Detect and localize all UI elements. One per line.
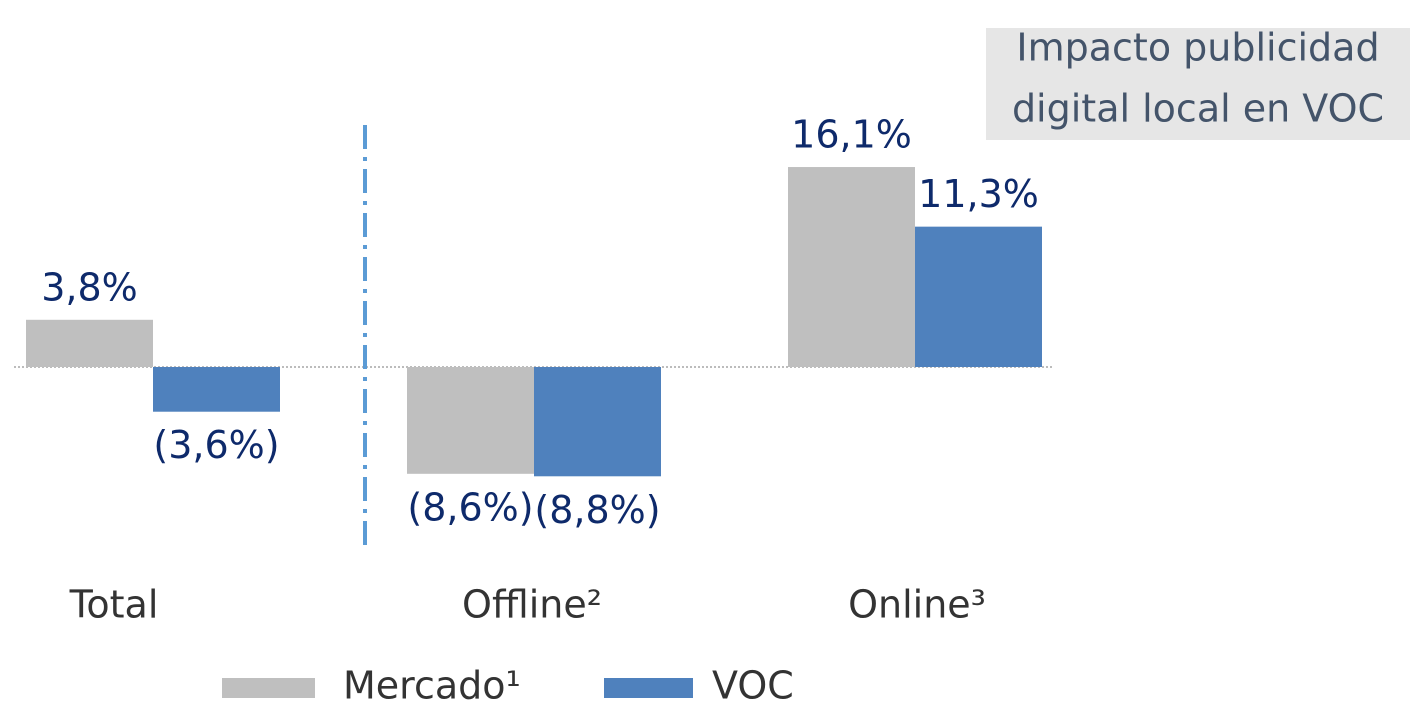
value-label: (3,6%) — [153, 423, 279, 467]
x-tick-label: Offline² — [462, 583, 602, 627]
annotation: Impacto publicidad — [1016, 26, 1379, 70]
value-label: 16,1% — [791, 113, 912, 157]
bar — [407, 367, 534, 474]
value-label: 11,3% — [918, 172, 1039, 216]
value-label: (8,8%) — [534, 488, 660, 532]
legend-swatch — [604, 678, 693, 698]
bar — [915, 226, 1042, 367]
bar — [788, 167, 915, 367]
value-label: 3,8% — [41, 265, 138, 309]
bar — [26, 319, 153, 367]
value-label: (8,6%) — [407, 485, 533, 529]
annotation: digital local en VOC — [1012, 87, 1384, 131]
legend-label: VOC — [712, 664, 794, 705]
x-tick-label: Online³ — [848, 583, 986, 627]
bar — [534, 367, 661, 477]
bar — [153, 367, 280, 412]
legend-label: Mercado¹ — [343, 664, 521, 705]
x-tick-label: Total — [69, 583, 159, 627]
annotation-box — [986, 28, 1410, 140]
legend-swatch — [222, 678, 315, 698]
